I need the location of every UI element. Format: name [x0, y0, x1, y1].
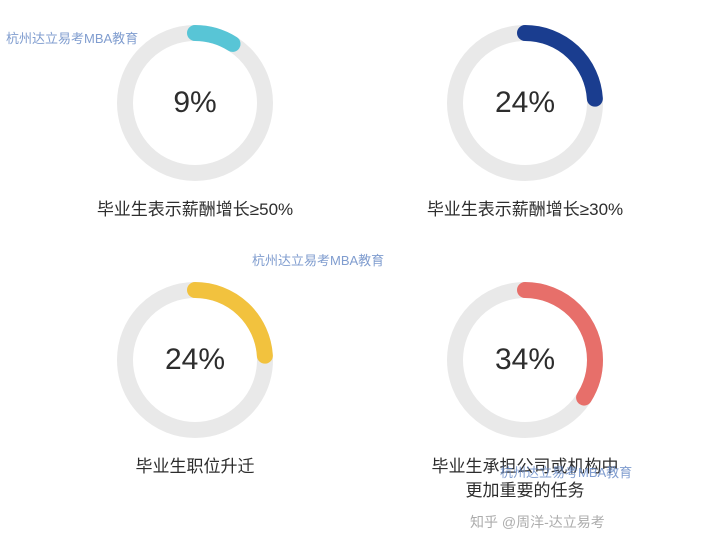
donut-caption-0: 毕业生表示薪酬增长≥50% — [97, 198, 293, 223]
donut-caption-3: 毕业生承担公司或机构中 更加重要的任务 — [432, 455, 619, 504]
donut-3: 34% — [440, 275, 610, 445]
donut-1: 24% — [440, 18, 610, 188]
donut-cell-2: 24% 毕业生职位升迁 — [30, 267, 360, 524]
donut-caption-2: 毕业生职位升迁 — [136, 455, 255, 480]
donut-grid: 9% 毕业生表示薪酬增长≥50% 24% 毕业生表示薪酬增长≥30% 24% 毕… — [0, 0, 720, 543]
donut-cell-0: 9% 毕业生表示薪酬增长≥50% — [30, 10, 360, 267]
donut-2: 24% — [110, 275, 280, 445]
donut-pct-0: 9% — [110, 18, 280, 188]
donut-cell-3: 34% 毕业生承担公司或机构中 更加重要的任务 — [360, 267, 690, 524]
donut-pct-1: 24% — [440, 18, 610, 188]
donut-pct-2: 24% — [110, 275, 280, 445]
donut-0: 9% — [110, 18, 280, 188]
donut-pct-3: 34% — [440, 275, 610, 445]
donut-cell-1: 24% 毕业生表示薪酬增长≥30% — [360, 10, 690, 267]
donut-caption-1: 毕业生表示薪酬增长≥30% — [427, 198, 623, 223]
